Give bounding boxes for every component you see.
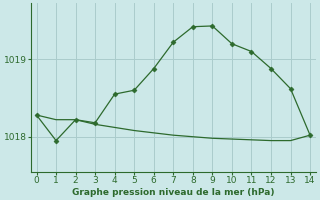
X-axis label: Graphe pression niveau de la mer (hPa): Graphe pression niveau de la mer (hPa): [72, 188, 275, 197]
